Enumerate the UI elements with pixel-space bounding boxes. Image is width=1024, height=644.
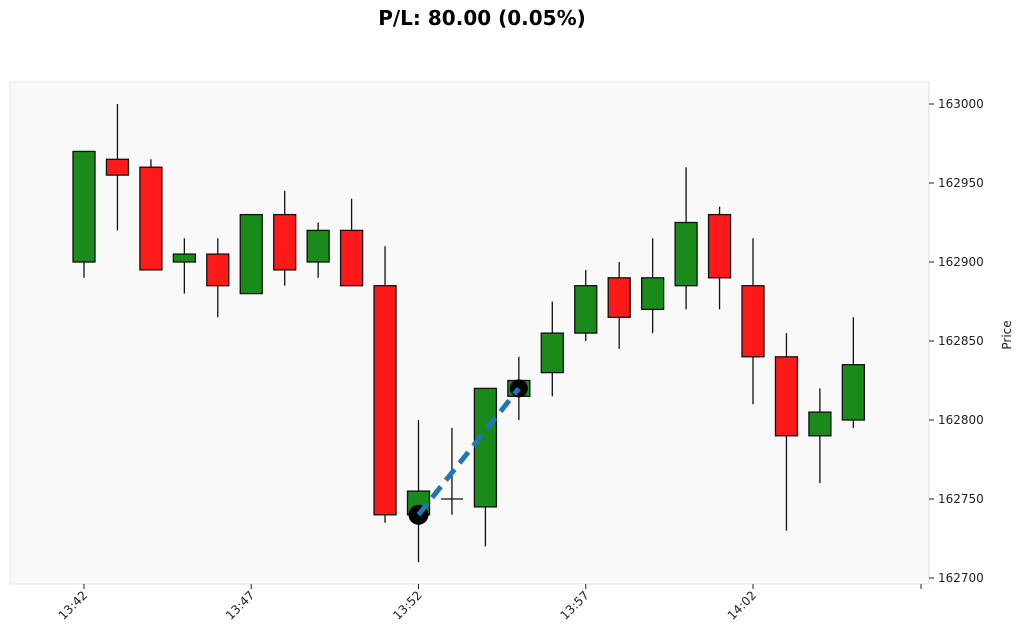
chart-title: P/L: 80.00 (0.05%) [378, 6, 586, 30]
candle-body [139, 166, 163, 271]
candle-14:02 [741, 238, 765, 405]
candle-body [707, 213, 732, 279]
candle-13:57 [574, 269, 598, 341]
y-tick-label: 162900 [938, 255, 984, 269]
candle-body [306, 229, 330, 263]
candle-body [641, 277, 665, 311]
candle-13:47 [239, 213, 263, 295]
x-tick-label: 13:47 [223, 588, 257, 622]
plot-area [9, 81, 930, 585]
candle-body [339, 229, 364, 287]
x-tick-label: 14:02 [725, 588, 759, 622]
candle-body [373, 285, 397, 516]
candle-body [741, 285, 765, 358]
candle-13:43 [105, 104, 130, 231]
candle-body [239, 213, 263, 295]
candle-13:58 [607, 262, 631, 349]
x-tick-label: 13:57 [558, 588, 592, 622]
candle-13:50 [339, 198, 364, 287]
candle-body [206, 253, 230, 287]
trade-line [416, 386, 521, 517]
y-tick-label: 162750 [938, 492, 984, 506]
candle-14:05 [841, 317, 865, 428]
candle-13:44 [139, 159, 163, 271]
candle-body [574, 285, 598, 334]
y-tick-label: 162850 [938, 334, 984, 348]
candle-14:00 [674, 167, 698, 310]
y-axis-label: Price [1000, 320, 1014, 349]
candle-body [841, 364, 865, 421]
y-tick-label: 162950 [938, 176, 984, 190]
candle-body [273, 213, 297, 271]
candle-13:49 [306, 222, 330, 278]
candle-body [607, 277, 631, 318]
candle-body [172, 253, 197, 263]
candle-13:56 [540, 301, 564, 397]
candle-13:59 [641, 238, 665, 334]
candle-13:48 [273, 190, 297, 286]
candle-14:04 [808, 388, 832, 484]
x-tick-label: 13:52 [390, 588, 424, 622]
candle-body [808, 411, 832, 437]
x-tick-label: 13:42 [56, 588, 90, 622]
candle-13:42 [72, 150, 96, 278]
candle-14:01 [707, 206, 732, 310]
candle-13:46 [206, 238, 230, 318]
candle-body [540, 332, 564, 374]
candle-body [72, 150, 96, 263]
candle-13:45 [172, 238, 197, 294]
y-tick-label: 163000 [938, 97, 984, 111]
candle-body [774, 356, 799, 437]
candle-body [473, 387, 498, 508]
candle-14:03 [774, 333, 799, 531]
candle-13:51 [373, 246, 397, 523]
candle-13:54 [473, 387, 498, 547]
candle-body [105, 158, 130, 176]
candle-body [674, 221, 698, 287]
y-tick-label: 162700 [938, 571, 984, 585]
y-tick-label: 162800 [938, 413, 984, 427]
